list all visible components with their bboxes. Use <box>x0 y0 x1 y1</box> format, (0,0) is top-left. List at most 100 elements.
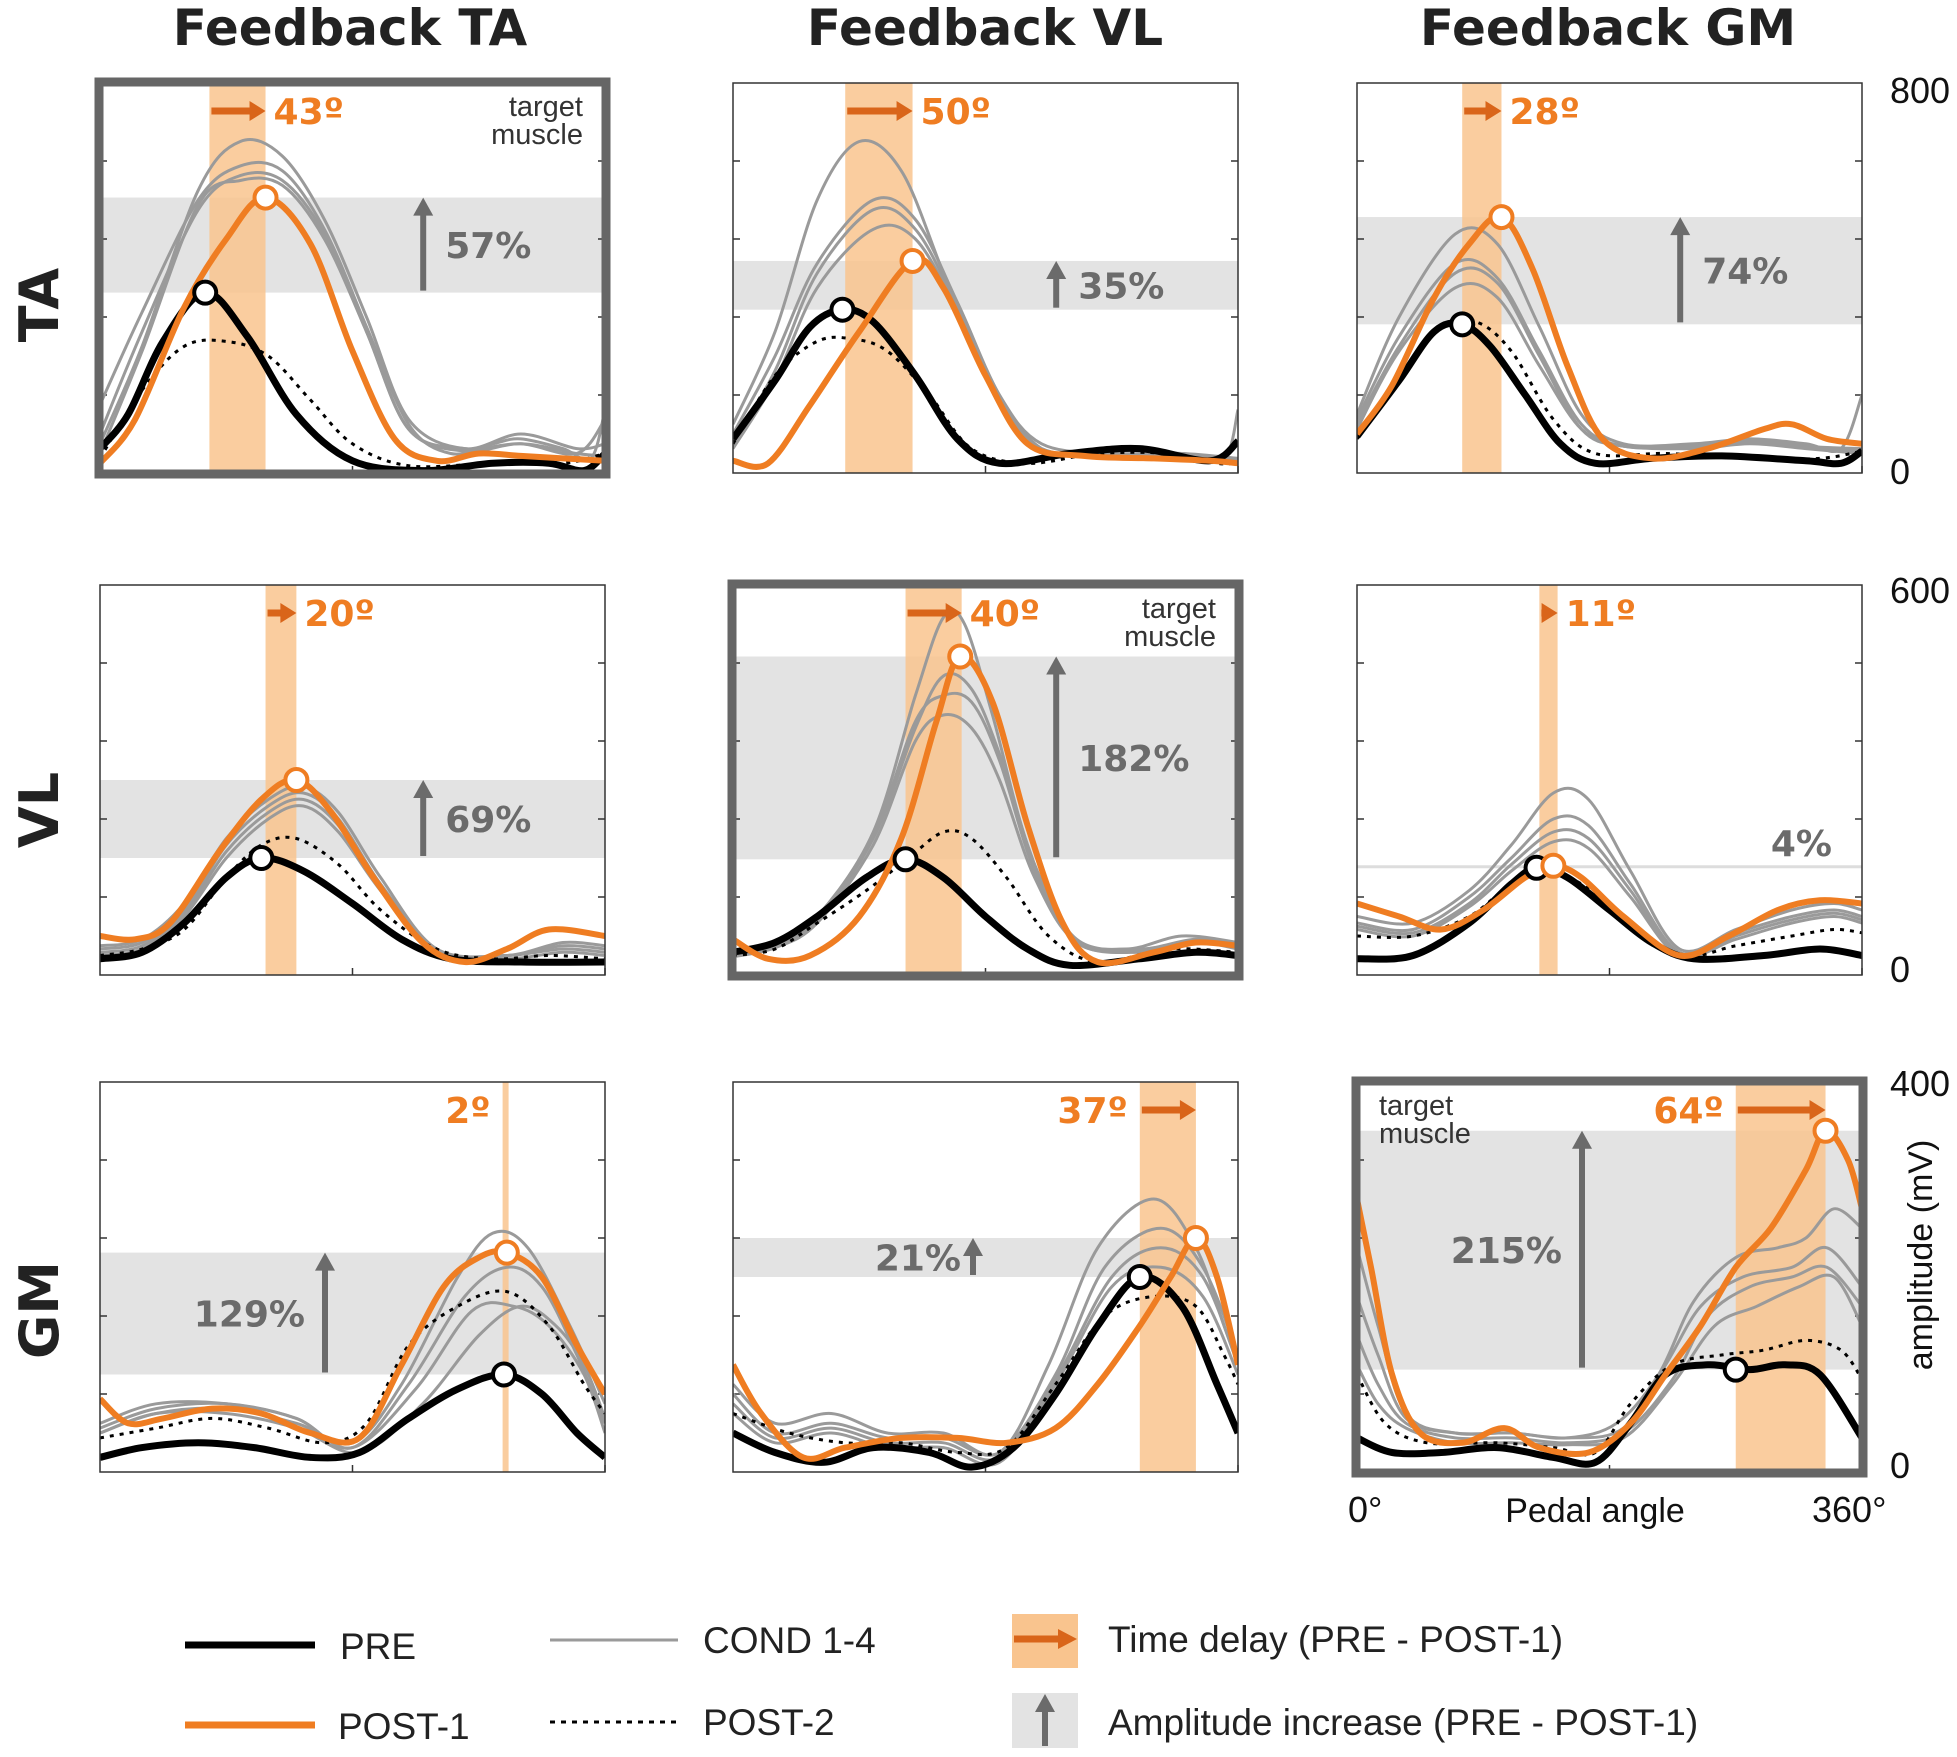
series-group-ta-gm <box>100 1229 605 1462</box>
series-cond-3-gm-vl <box>1357 828 1862 959</box>
post1-peak-marker-ta-ta <box>252 184 279 211</box>
series-post2-vl-vl <box>733 829 1238 964</box>
series-cond-2-gm-vl <box>1357 814 1862 956</box>
target-label-gm-gm: muscle <box>1379 1118 1471 1150</box>
series-cond-1-gm-ta <box>1357 226 1862 454</box>
series-group-vl-vl <box>733 608 1238 970</box>
increase-label-gm-ta: 74% <box>1702 252 1788 293</box>
increase-label-ta-vl: 69% <box>445 800 531 841</box>
delay-arrow-head-gm-vl <box>1541 603 1558 623</box>
panel-frame-vl-ta <box>732 82 1239 474</box>
series-post1-vl-ta <box>733 256 1238 470</box>
amplitude-arrow-head-vl-vl <box>1046 656 1067 675</box>
increase-label-vl-gm: 21% <box>875 1239 961 1280</box>
delay-label-ta-vl: 20º <box>304 594 374 635</box>
panel-vl-gm: 37º 21% <box>732 1081 1239 1473</box>
pre-peak-marker-ta-ta <box>192 279 219 306</box>
panels: 43º57%targetmuscle50º35%28º74%20º69%40º1… <box>94 77 1868 1478</box>
amplitude-arrow-head-gm-ta <box>1670 217 1691 236</box>
amplitude-arrow-head-vl-ta <box>1046 260 1067 279</box>
delay-band-ta-gm <box>502 1082 509 1472</box>
panel-ta-gm: 2º 129% <box>99 1081 606 1473</box>
series-post1-gm-vl <box>1357 862 1862 959</box>
delay-arrow-head-gm-ta <box>1485 101 1502 121</box>
series-post1-ta-gm <box>100 1248 605 1446</box>
column-title-gm: Feedback GM <box>1420 0 1796 57</box>
amplitude-arrow-head-ta-gm <box>315 1252 335 1271</box>
target-label-ta-ta: muscle <box>491 119 583 151</box>
x-axis-label: Pedal angle <box>1505 1492 1685 1530</box>
amplitude-arrow-head-vl-gm <box>963 1238 983 1256</box>
series-cond-1-gm-vl <box>1357 786 1862 953</box>
increase-label-gm-vl: 4% <box>1771 824 1832 865</box>
delay-arrow-head-ta-vl <box>280 603 297 623</box>
delay-arrow-head-vl-ta <box>896 101 913 121</box>
series-cond-4-ta-gm <box>100 1304 605 1455</box>
post1-peak-marker-vl-vl <box>947 643 974 670</box>
delay-arrow-head-gm-gm <box>1809 1100 1826 1120</box>
pre-peak-marker-gm-ta <box>1449 311 1476 338</box>
target-label-vl-vl: muscle <box>1124 621 1216 653</box>
panel-vl-ta: 50º 35% <box>732 82 1239 474</box>
series-pre-vl-ta <box>733 306 1238 468</box>
post1-peak-marker-gm-vl <box>1540 852 1567 879</box>
delay-arrow-head-vl-gm <box>1179 1100 1196 1120</box>
series-post1-vl-vl <box>733 653 1238 967</box>
increase-label-gm-gm: 215% <box>1451 1231 1562 1272</box>
delay-band-gm-ta <box>1462 83 1502 473</box>
series-post1-gm-ta <box>1357 213 1862 462</box>
increase-label-vl-vl: 182% <box>1078 739 1189 780</box>
series-cond-2-gm-ta <box>1357 257 1862 451</box>
delay-label-vl-gm: 37º <box>1057 1091 1127 1132</box>
series-cond-3-ta-ta <box>100 138 605 451</box>
row-label-gm: GM <box>8 1261 71 1359</box>
series-post2-ta-gm <box>100 1289 605 1445</box>
legend-post1-label: POST-1 <box>338 1706 470 1747</box>
y-tick-bottom-gm: 0 <box>1890 1445 1910 1486</box>
legend-pre-label: PRE <box>340 1626 416 1667</box>
target-label-vl-vl: target <box>1142 593 1216 625</box>
delay-band-ta-ta <box>209 83 266 473</box>
amplitude-arrow-head-gm-gm <box>1572 1130 1592 1149</box>
target-label-gm-gm: target <box>1379 1090 1453 1122</box>
series-pre-ta-gm <box>100 1370 605 1462</box>
post1-peak-marker-gm-gm <box>1812 1117 1839 1144</box>
series-group-gm-vl <box>1357 786 1862 963</box>
delay-arrow-head-vl-vl <box>945 603 962 623</box>
amplitude-band-ta-ta <box>100 197 605 293</box>
series-pre-gm-ta <box>1357 319 1862 468</box>
amplitude-arrow-head-ta-ta <box>413 197 434 216</box>
series-pre-ta-vl <box>100 854 605 966</box>
delay-band-gm-vl <box>1539 585 1558 975</box>
series-group-ta-ta <box>100 138 605 473</box>
legend-post2-label: POST-2 <box>703 1702 835 1743</box>
y-axis-label: amplitude (mV) <box>1902 1140 1940 1371</box>
legend-amp-arrow-head <box>1035 1694 1055 1712</box>
delay-label-gm-vl: 11º <box>1566 594 1636 635</box>
series-cond-4-vl-ta <box>733 223 1238 463</box>
delay-label-vl-vl: 40º <box>970 594 1040 635</box>
delay-label-ta-gm: 2º <box>445 1091 490 1132</box>
target-frame-ta-ta <box>94 77 611 479</box>
series-post1-ta-ta <box>100 194 605 466</box>
delay-label-gm-gm: 64º <box>1653 1091 1723 1132</box>
panel-gm-vl: 11º 4% <box>1356 584 1863 976</box>
increase-label-ta-ta: 57% <box>445 226 531 267</box>
target-label-ta-ta: target <box>509 91 583 123</box>
delay-label-gm-ta: 28º <box>1509 92 1579 133</box>
series-post1-gm-gm <box>1357 1127 1862 1458</box>
series-cond-1-vl-gm <box>733 1197 1238 1457</box>
increase-label-vl-ta: 35% <box>1078 266 1164 307</box>
panel-frame-vl-gm <box>732 1081 1239 1473</box>
series-cond-2-vl-ta <box>733 196 1238 460</box>
panel-frame-ta-gm <box>99 1081 606 1473</box>
target-frame-vl-vl <box>727 579 1244 981</box>
y-tick-top-gm: 400 <box>1890 1063 1950 1104</box>
legend-delay-arrow-head <box>1058 1629 1077 1649</box>
y-tick-bottom-vl: 0 <box>1890 949 1910 990</box>
increase-label-ta-gm: 129% <box>194 1295 305 1336</box>
y-tick-top-vl: 600 <box>1890 570 1950 611</box>
y-tick-top-ta: 800 <box>1890 70 1950 111</box>
